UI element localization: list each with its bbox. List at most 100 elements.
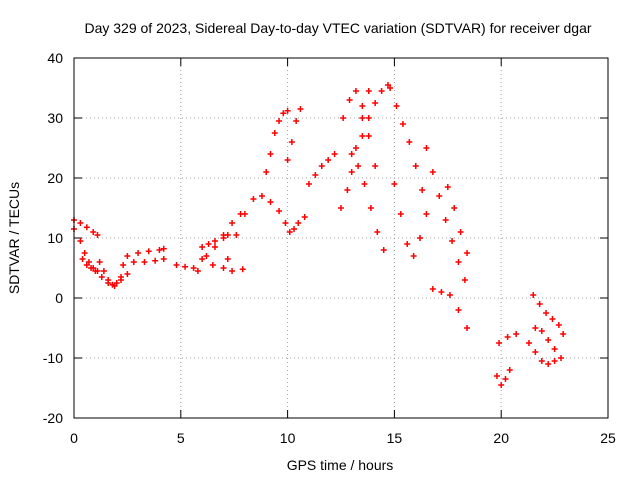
data-point	[355, 163, 362, 169]
data-point	[393, 103, 400, 109]
data-point	[83, 224, 90, 231]
data-point	[496, 340, 503, 346]
data-point	[506, 367, 513, 373]
data-point	[423, 211, 430, 217]
series-pass-aa	[530, 292, 567, 337]
data-point	[551, 358, 558, 364]
data-point	[98, 274, 105, 280]
data-point	[538, 358, 545, 364]
data-point	[429, 286, 436, 292]
data-point	[380, 247, 387, 253]
data-point	[436, 193, 443, 199]
data-point	[365, 88, 372, 94]
data-point	[160, 245, 167, 252]
data-point	[451, 205, 458, 211]
data-point	[361, 181, 368, 187]
data-point	[282, 220, 289, 226]
data-point	[77, 238, 84, 244]
data-point	[359, 115, 366, 121]
data-point	[525, 340, 532, 346]
data-point	[88, 265, 95, 271]
data-point	[530, 292, 537, 298]
data-point	[359, 103, 366, 109]
series-pass-n	[284, 106, 304, 163]
data-point	[429, 169, 436, 175]
data-point	[513, 331, 520, 337]
data-point	[92, 268, 99, 274]
data-point	[284, 157, 291, 163]
plot-frame	[73, 57, 609, 419]
y-tick-label: 0	[55, 290, 63, 306]
series-pass-u	[391, 181, 430, 259]
data-point	[464, 325, 471, 331]
data-point	[551, 346, 558, 352]
x-tick-label: 10	[280, 430, 296, 446]
data-point	[543, 310, 550, 316]
data-point	[346, 97, 353, 103]
data-point	[263, 169, 270, 175]
data-point	[367, 205, 374, 211]
data-point	[446, 292, 453, 298]
y-tick-label: 20	[47, 170, 63, 186]
data-point	[549, 316, 556, 322]
data-point	[449, 238, 456, 244]
data-point	[229, 220, 236, 226]
series-pass-j	[199, 256, 246, 274]
data-point	[109, 281, 116, 288]
y-tick-label: -10	[43, 350, 63, 366]
x-tick-label: 0	[70, 430, 78, 446]
data-point	[318, 163, 325, 169]
x-tick-label: 20	[493, 430, 509, 446]
series-pass-d	[96, 259, 124, 288]
data-point	[241, 211, 248, 217]
data-point	[124, 253, 131, 259]
x-tick-label: 25	[600, 430, 616, 446]
data-point	[412, 163, 419, 169]
series-pass-g	[173, 262, 201, 274]
series-pass-l	[263, 107, 291, 175]
data-point	[96, 259, 103, 265]
data-point	[267, 151, 274, 157]
data-point	[233, 232, 240, 238]
data-point	[399, 121, 406, 127]
data-point	[444, 184, 451, 190]
data-point	[372, 163, 379, 169]
grid	[74, 58, 608, 418]
data-point	[267, 199, 274, 205]
data-point	[81, 250, 88, 256]
data-point	[340, 115, 347, 121]
data-point	[331, 151, 338, 157]
series-pass-ac	[525, 340, 558, 367]
data-point	[442, 217, 449, 223]
series-pass-ab	[532, 325, 565, 361]
y-tick-label: 40	[47, 50, 63, 66]
data-point	[461, 277, 468, 283]
data-point	[365, 115, 372, 121]
data-point	[276, 118, 283, 124]
series-pass-y	[493, 367, 513, 388]
data-point	[224, 256, 231, 262]
data-point	[250, 196, 257, 202]
data-point	[455, 259, 462, 265]
data-point	[286, 229, 293, 235]
data-point	[141, 259, 148, 265]
data-point	[423, 145, 430, 151]
data-point	[352, 145, 359, 151]
data-point	[419, 187, 426, 193]
series-pass-s	[359, 82, 391, 139]
series-pass-m	[286, 214, 308, 235]
data-point	[182, 263, 189, 270]
data-point	[205, 241, 212, 247]
data-point	[410, 253, 417, 259]
data-point	[502, 376, 509, 382]
data-point	[94, 232, 101, 238]
data-point	[372, 100, 379, 106]
data-point	[558, 355, 565, 361]
data-point	[464, 250, 471, 256]
data-point	[105, 277, 112, 283]
data-point	[79, 256, 86, 262]
data-point	[199, 256, 206, 262]
data-point	[560, 331, 567, 337]
data-point	[83, 262, 90, 268]
data-point	[130, 259, 137, 265]
